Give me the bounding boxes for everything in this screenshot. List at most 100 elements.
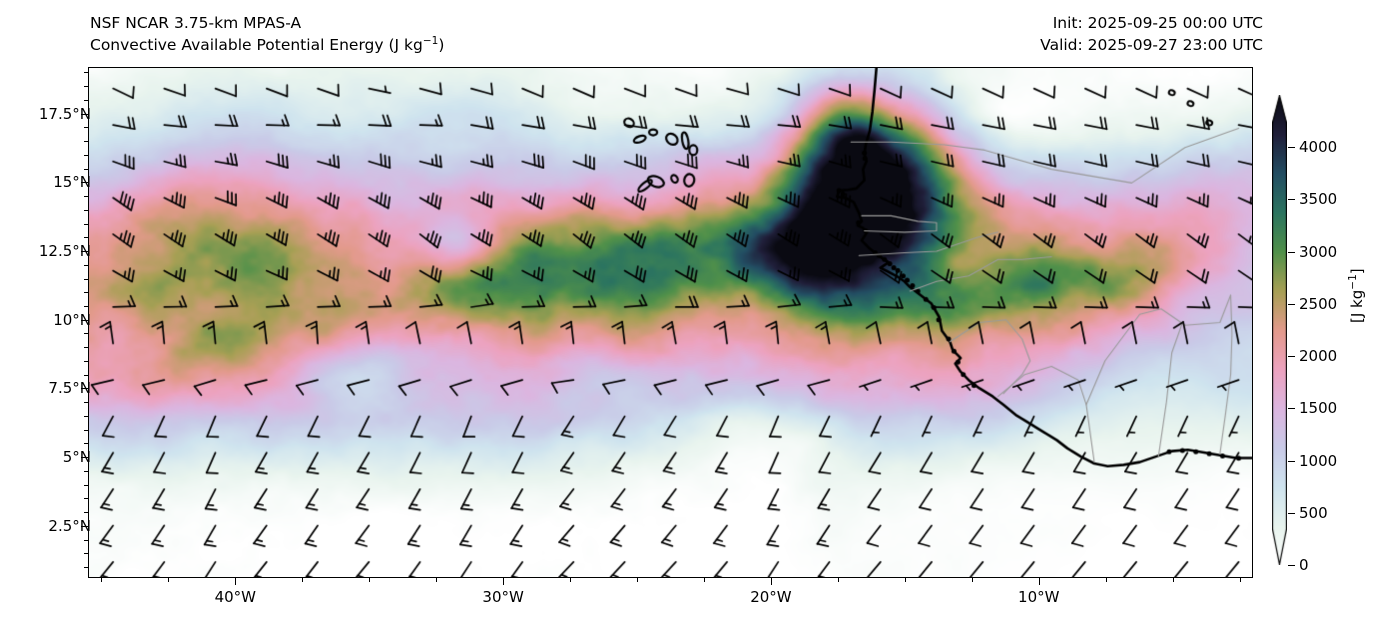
ytick-minor — [84, 168, 88, 170]
colorbar-tick-mark-8 — [1288, 147, 1295, 149]
ytick-minor — [84, 470, 88, 472]
timestamp-block: Init: 2025-09-25 00:00 UTC Valid: 2025-0… — [1040, 12, 1263, 56]
xtick-minor — [436, 578, 438, 582]
variable-title: Convective Available Potential Energy (J… — [90, 34, 444, 56]
xtick-mark-0 — [235, 578, 237, 585]
colorbar-tick-label-1: 500 — [1299, 503, 1328, 522]
ytick-minor — [84, 127, 88, 129]
windbarb-coastline-overlay — [89, 68, 1252, 577]
xtick-mark-2 — [770, 578, 772, 585]
colorbar-tick-mark-4 — [1288, 356, 1295, 358]
ytick-minor — [84, 374, 88, 376]
ytick-mark-0 — [81, 525, 88, 527]
colorbar-label-exponent: −1 — [1347, 274, 1359, 290]
ytick-minor — [84, 154, 88, 156]
xtick-minor — [168, 578, 170, 582]
xtick-mark-1 — [503, 578, 505, 585]
ytick-minor — [84, 196, 88, 198]
ytick-minor — [84, 333, 88, 335]
colorbar-label-pre: [J kg — [1348, 289, 1366, 323]
ytick-minor — [84, 484, 88, 486]
colorbar-tick-label-5: 2500 — [1299, 294, 1338, 313]
ytick-mark-3 — [81, 319, 88, 321]
xtick-minor — [637, 578, 639, 582]
xtick-minor — [1239, 578, 1241, 582]
ytick-minor — [84, 415, 88, 417]
variable-title-exponent: −1 — [422, 35, 439, 47]
colorbar — [1272, 95, 1287, 565]
colorbar-tick-label-8: 4000 — [1299, 138, 1338, 157]
ytick-minor — [84, 223, 88, 225]
ytick-minor — [84, 278, 88, 280]
ytick-mark-4 — [81, 251, 88, 253]
ytick-minor — [84, 567, 88, 568]
ytick-minor — [84, 141, 88, 143]
xtick-minor — [703, 578, 705, 582]
ytick-minor — [84, 553, 88, 555]
xtick-minor — [1105, 578, 1107, 582]
ytick-mark-2 — [81, 388, 88, 390]
xtick-minor — [837, 578, 839, 582]
ytick-mark-5 — [81, 182, 88, 184]
title-block: NSF NCAR 3.75-km MPAS-A Convective Avail… — [90, 12, 444, 56]
xtick-minor — [904, 578, 906, 582]
xtick-minor — [101, 578, 103, 582]
colorbar-tick-label-4: 2000 — [1299, 347, 1338, 366]
ytick-minor — [84, 264, 88, 266]
ytick-label-1: 5°N — [62, 448, 91, 467]
ytick-label-6: 17.5°N — [38, 104, 91, 123]
ytick-minor — [84, 209, 88, 211]
xtick-minor — [302, 578, 304, 582]
variable-title-close: ) — [438, 36, 445, 55]
xtick-minor — [369, 578, 371, 582]
init-time-label: Init: 2025-09-25 00:00 UTC — [1052, 14, 1263, 32]
colorbar-tick-label-3: 1500 — [1299, 399, 1338, 418]
ytick-label-0: 2.5°N — [48, 516, 91, 535]
colorbar-tick-label-7: 3500 — [1299, 190, 1338, 209]
colorbar-tick-label-0: 0 — [1299, 556, 1309, 574]
colorbar-tick-mark-7 — [1288, 199, 1295, 201]
xtick-label-2: 20°W — [750, 588, 792, 606]
ytick-minor — [84, 443, 88, 445]
ytick-label-4: 12.5°N — [38, 242, 91, 261]
ytick-minor — [84, 402, 88, 404]
ytick-mark-1 — [81, 457, 88, 459]
ytick-label-3: 10°N — [53, 310, 91, 329]
colorbar-axis-label: [J kg−1] — [1347, 268, 1366, 323]
xtick-label-3: 10°W — [1018, 588, 1060, 606]
colorbar-gradient — [1272, 95, 1287, 565]
valid-time-label: Valid: 2025-09-27 23:00 UTC — [1040, 36, 1263, 54]
ytick-minor — [84, 512, 88, 514]
ytick-minor — [84, 99, 88, 101]
xtick-minor — [570, 578, 572, 582]
colorbar-tick-mark-6 — [1288, 251, 1295, 253]
ytick-mark-6 — [81, 113, 88, 115]
ytick-minor — [84, 498, 88, 500]
ytick-label-2: 7.5°N — [48, 379, 91, 398]
ytick-minor — [84, 237, 88, 239]
colorbar-tick-label-2: 1000 — [1299, 451, 1338, 470]
ytick-minor — [84, 347, 88, 349]
xtick-minor — [1172, 578, 1174, 582]
ytick-label-5: 15°N — [53, 173, 91, 192]
colorbar-tick-mark-0 — [1288, 565, 1295, 566]
ytick-minor — [84, 292, 88, 294]
ytick-minor — [84, 360, 88, 362]
colorbar-tick-mark-5 — [1288, 303, 1295, 305]
xtick-mark-3 — [1038, 578, 1040, 585]
xtick-minor — [971, 578, 973, 582]
ytick-minor — [84, 539, 88, 541]
ytick-minor — [84, 429, 88, 431]
colorbar-tick-mark-2 — [1288, 460, 1295, 462]
xtick-label-0: 40°W — [214, 588, 257, 606]
xtick-label-1: 30°W — [482, 588, 524, 606]
colorbar-label-post: ] — [1348, 268, 1366, 275]
colorbar-tick-mark-1 — [1288, 512, 1295, 514]
ytick-minor — [84, 72, 88, 74]
ytick-minor — [84, 306, 88, 308]
variable-title-text: Convective Available Potential Energy (J… — [90, 36, 423, 55]
colorbar-tick-mark-3 — [1288, 408, 1295, 410]
model-title: NSF NCAR 3.75-km MPAS-A — [90, 14, 302, 32]
colorbar-tick-label-6: 3000 — [1299, 242, 1338, 261]
map-plot-area — [88, 67, 1253, 578]
